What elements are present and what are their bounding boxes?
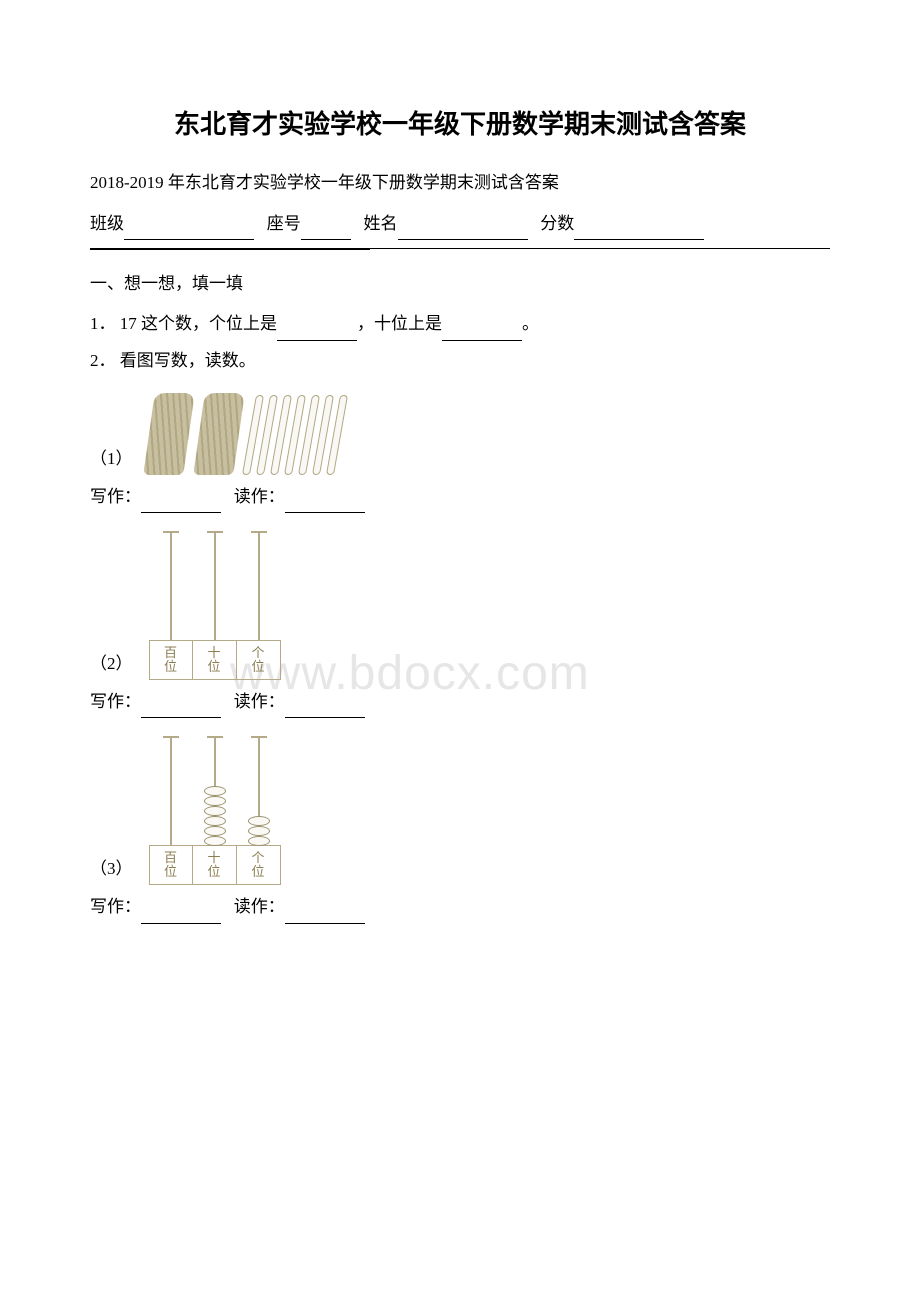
label-score: 分数 xyxy=(540,214,574,233)
abacus-labels: 百位十位个位 xyxy=(149,846,281,885)
abacus-rod xyxy=(214,531,216,641)
place-label: 个位 xyxy=(237,640,281,680)
bead-stack xyxy=(204,786,226,846)
abacus-rod xyxy=(170,531,172,641)
stick-bundle xyxy=(193,393,245,475)
bead xyxy=(248,836,270,846)
bead xyxy=(204,826,226,836)
read-label-3: 读作： xyxy=(234,897,285,916)
abacus-labels: 百位十位个位 xyxy=(149,641,281,680)
question-2: 2． 看图写数，读数。 xyxy=(90,345,830,377)
read-blank-2 xyxy=(285,698,365,718)
write-blank-3 xyxy=(141,904,221,924)
figure-1-row: （1） xyxy=(90,393,830,475)
place-label: 百位 xyxy=(149,845,193,885)
write-label-3: 写作： xyxy=(90,897,141,916)
bead xyxy=(248,816,270,826)
label-seat: 座号 xyxy=(267,214,301,233)
abacus-col xyxy=(193,736,237,846)
q1-text-c: 。 xyxy=(522,314,539,333)
bead xyxy=(204,836,226,846)
q1-blank-1 xyxy=(277,321,357,341)
abacus-cols xyxy=(149,531,281,641)
sub-2-paren: （2） xyxy=(90,648,133,680)
rod-top xyxy=(163,736,179,738)
label-name: 姓名 xyxy=(364,214,398,233)
rod-wrap xyxy=(193,736,237,846)
form-line: 班级 座号 姓名 分数 xyxy=(90,208,830,240)
read-label-2: 读作： xyxy=(234,692,285,711)
q1-text-a: 17 这个数，个位上是 xyxy=(120,314,277,333)
blank-class xyxy=(124,220,254,240)
bead xyxy=(204,816,226,826)
rod-wrap xyxy=(149,736,193,846)
rod-top xyxy=(163,531,179,533)
abacus-col xyxy=(149,736,193,846)
abacus-rod xyxy=(258,531,260,641)
abacus-col xyxy=(237,531,281,641)
write-read-3: 写作： 读作： xyxy=(90,891,830,923)
write-blank-1 xyxy=(141,493,221,513)
place-label: 十位 xyxy=(193,845,237,885)
write-read-2: 写作： 读作： xyxy=(90,686,830,718)
abacus-rod xyxy=(170,736,172,846)
blank-name xyxy=(398,220,528,240)
divider-2 xyxy=(90,249,370,250)
write-blank-2 xyxy=(141,698,221,718)
read-label-1: 读作： xyxy=(234,487,285,506)
write-label-2: 写作： xyxy=(90,692,141,711)
abacus-col xyxy=(193,531,237,641)
page-title: 东北育才实验学校一年级下册数学期末测试含答案 xyxy=(90,100,830,149)
figure-2-row: （2） 百位十位个位 xyxy=(90,531,830,680)
blank-seat xyxy=(301,220,351,240)
place-label: 百位 xyxy=(149,640,193,680)
figure-3-row: （3） 百位十位个位 xyxy=(90,736,830,885)
sub-1-paren: （1） xyxy=(90,443,133,475)
single-sticks xyxy=(249,395,341,475)
place-label: 个位 xyxy=(237,845,281,885)
abacus-cols xyxy=(149,736,281,846)
question-1: 1． 17 这个数，个位上是 ，十位上是 。 xyxy=(90,308,830,340)
abacus-figure-3: 百位十位个位 xyxy=(149,736,281,885)
abacus-figure-2: 百位十位个位 xyxy=(149,531,281,680)
document-content: 东北育才实验学校一年级下册数学期末测试含答案 2018-2019 年东北育才实验… xyxy=(90,100,830,924)
q1-blank-2 xyxy=(442,321,522,341)
rod-top xyxy=(207,531,223,533)
sticks-figure xyxy=(149,393,341,475)
bead-stack xyxy=(248,816,270,846)
section-1-heading: 一、想一想，填一填 xyxy=(90,268,830,300)
q2-num: 2． xyxy=(90,351,116,370)
read-blank-3 xyxy=(285,904,365,924)
rod-wrap xyxy=(237,531,281,641)
read-blank-1 xyxy=(285,493,365,513)
write-read-1: 写作： 读作： xyxy=(90,481,830,513)
place-label: 十位 xyxy=(193,640,237,680)
rod-wrap xyxy=(149,531,193,641)
rod-wrap xyxy=(193,531,237,641)
rod-wrap xyxy=(237,736,281,846)
bead xyxy=(204,796,226,806)
sub-3-paren: （3） xyxy=(90,853,133,885)
bead xyxy=(204,806,226,816)
q1-num: 1． xyxy=(90,314,116,333)
q2-text: 看图写数，读数。 xyxy=(120,351,256,370)
stick-bundle xyxy=(143,393,195,475)
bead xyxy=(248,826,270,836)
q1-text-b: ，十位上是 xyxy=(357,314,442,333)
blank-score xyxy=(574,220,704,240)
rod-top xyxy=(251,531,267,533)
label-class: 班级 xyxy=(90,214,124,233)
rod-top xyxy=(251,736,267,738)
abacus-col xyxy=(149,531,193,641)
abacus-col xyxy=(237,736,281,846)
subtitle: 2018-2019 年东北育才实验学校一年级下册数学期末测试含答案 xyxy=(90,167,830,199)
rod-top xyxy=(207,736,223,738)
write-label-1: 写作： xyxy=(90,487,141,506)
bead xyxy=(204,786,226,796)
